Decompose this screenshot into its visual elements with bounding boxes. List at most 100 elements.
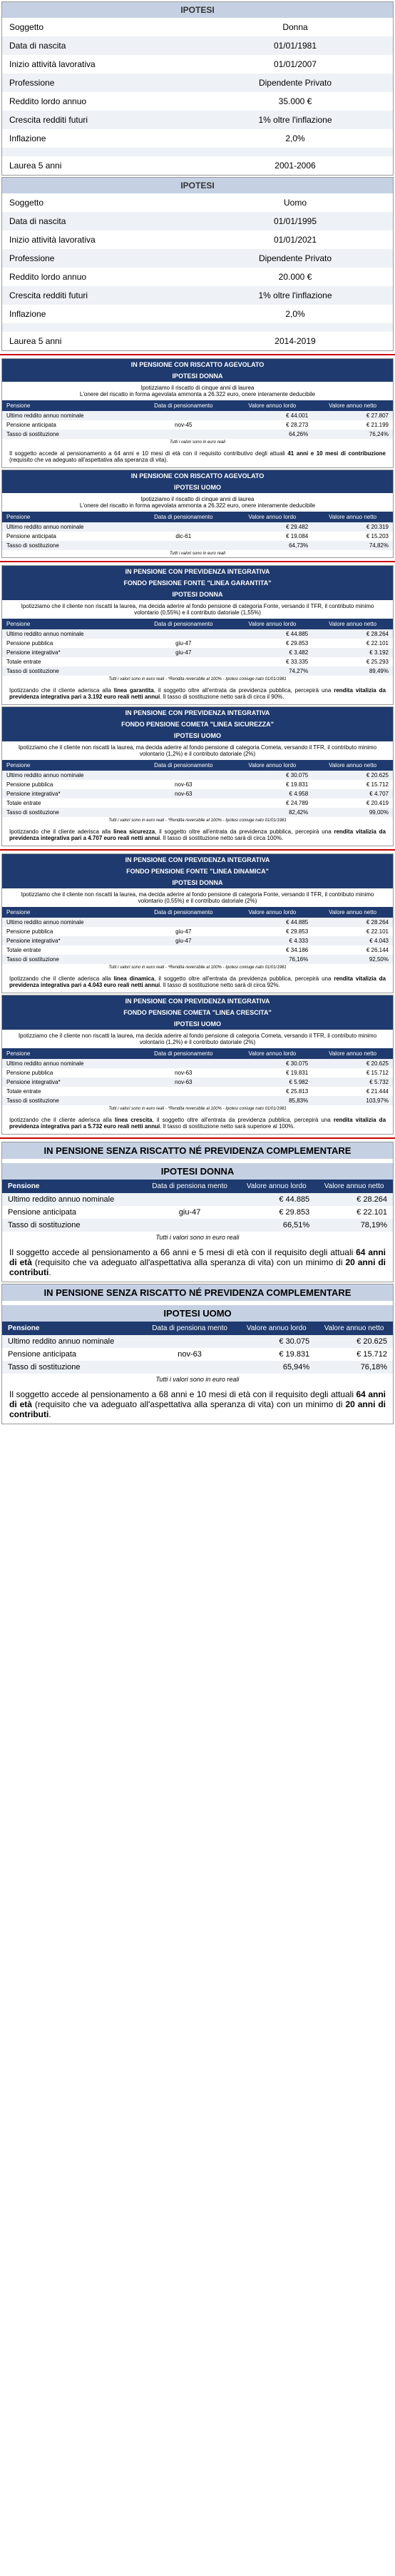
big-title: IN PENSIONE SENZA RISCATTO NÉ PREVIDENZA… bbox=[2, 1284, 393, 1301]
pension-cell: € 21.199 bbox=[312, 420, 393, 430]
big-cell bbox=[142, 1193, 238, 1206]
pension-cell: Totale entrate bbox=[2, 798, 135, 808]
pension-cell: € 3.482 bbox=[232, 648, 312, 657]
pension-cell: € 3.192 bbox=[312, 648, 393, 657]
pension-cell bbox=[135, 1096, 232, 1105]
ipotesi-value bbox=[198, 323, 393, 332]
pension-cell: € 15.712 bbox=[312, 780, 393, 789]
ipotesi-value: 01/01/2021 bbox=[198, 230, 393, 249]
ipotesi-label: Reddito lordo annuo bbox=[2, 92, 198, 111]
pension-cell bbox=[135, 808, 232, 817]
pension-cell: € 22.101 bbox=[312, 927, 393, 936]
section-title: IN PENSIONE CON RISCATTO AGEVOLATO bbox=[2, 470, 393, 482]
col-header: Data di pensionamento bbox=[135, 512, 232, 522]
pension-cell: 85,83% bbox=[232, 1096, 312, 1105]
pension-cell: 89,49% bbox=[312, 666, 393, 676]
big-col-header: Valore annuo lordo bbox=[237, 1322, 315, 1335]
pension-cell: giu-47 bbox=[135, 927, 232, 936]
col-header: Data di pensionamento bbox=[135, 907, 232, 918]
big-cell: 76,18% bbox=[315, 1361, 393, 1374]
pension-cell: Tasso di sostituzione bbox=[2, 955, 135, 964]
ipotesi-label bbox=[2, 323, 198, 332]
ipotesi-value: Dipendente Privato bbox=[198, 73, 393, 92]
big-cell: Ultimo reddito annuo nominale bbox=[2, 1335, 142, 1348]
pension-cell: Totale entrate bbox=[2, 945, 135, 955]
big-col-header: Valore annuo lordo bbox=[237, 1180, 315, 1193]
separator bbox=[0, 561, 395, 562]
pension-cell: € 26.144 bbox=[312, 945, 393, 955]
section-title: IN PENSIONE CON RISCATTO AGEVOLATO bbox=[2, 359, 393, 370]
section-subtitle: FONDO PENSIONE FONTE "LINEA DINAMICA" bbox=[2, 866, 393, 877]
ipotesi-row bbox=[2, 323, 393, 332]
ipotesi-label: Inizio attività lavorativa bbox=[2, 55, 198, 73]
section-subtitle: FONDO PENSIONE COMETA "LINEA CRESCITA" bbox=[2, 1007, 393, 1018]
section-subtitle2: IPOTESI UOMO bbox=[2, 1018, 393, 1030]
pension-cell: € 4.043 bbox=[312, 936, 393, 945]
pension-cell: € 19.831 bbox=[232, 780, 312, 789]
pension-cell: 74,82% bbox=[312, 541, 393, 550]
ipotesi-row: Laurea 5 anni2001-2006 bbox=[2, 156, 393, 175]
big-cell: 65,94% bbox=[237, 1361, 315, 1374]
pension-cell: Pensione integrativa* bbox=[2, 648, 135, 657]
pension-cell: 82,42% bbox=[232, 808, 312, 817]
pension-cell: € 28.273 bbox=[232, 420, 312, 430]
ipotesi-label: Professione bbox=[2, 249, 198, 268]
col-header: Valore annuo lordo bbox=[232, 512, 312, 522]
pension-row: Ultimo reddito annuo nominale€ 30.075€ 2… bbox=[2, 1059, 393, 1068]
pension-cell: Pensione integrativa* bbox=[2, 936, 135, 945]
pension-cell: € 28.264 bbox=[312, 918, 393, 927]
pension-section: IN PENSIONE CON RISCATTO AGEVOLATOIPOTES… bbox=[1, 470, 394, 558]
pension-cell: 76,24% bbox=[312, 430, 393, 439]
pension-cell bbox=[135, 918, 232, 927]
ipotesi-row: Inizio attività lavorativa01/01/2021 bbox=[2, 230, 393, 249]
pension-cell: Tasso di sostituzione bbox=[2, 666, 135, 676]
big-footnote: Tutti i valori sono in euro reali bbox=[2, 1374, 393, 1385]
ipotesi-value: Dipendente Privato bbox=[198, 249, 393, 268]
separator bbox=[0, 1137, 395, 1139]
pension-cell: Tasso di sostituzione bbox=[2, 541, 135, 550]
pension-cell: Ultimo reddito annuo nominale bbox=[2, 918, 135, 927]
ipotesi-value: 2,0% bbox=[198, 305, 393, 323]
pension-cell: € 19.831 bbox=[232, 1068, 312, 1077]
ipotesi-value bbox=[198, 148, 393, 156]
ipotesi-section: IPOTESISoggettoDonnaData di nascita01/01… bbox=[1, 1, 394, 176]
ipotesi-label: Soggetto bbox=[2, 193, 198, 212]
ipotesi-label: Data di nascita bbox=[2, 212, 198, 230]
pension-cell: € 34.186 bbox=[232, 945, 312, 955]
pension-cell: giu-47 bbox=[135, 936, 232, 945]
ipotesi-label: Inflazione bbox=[2, 129, 198, 148]
ipotesi-row: ProfessioneDipendente Privato bbox=[2, 73, 393, 92]
pension-cell bbox=[135, 666, 232, 676]
pension-cell bbox=[135, 657, 232, 666]
ipotesi-value: 2,0% bbox=[198, 129, 393, 148]
pension-section: IN PENSIONE CON RISCATTO AGEVOLATOIPOTES… bbox=[1, 358, 394, 468]
pension-cell: giu-47 bbox=[135, 639, 232, 648]
section-intro: Ipotizziamo il riscatto di cinque anni d… bbox=[2, 382, 393, 400]
pension-cell: € 20.419 bbox=[312, 798, 393, 808]
col-header: Valore annuo netto bbox=[312, 619, 393, 629]
pension-row: Pensione integrativa*giu-47€ 4.333€ 4.04… bbox=[2, 936, 393, 945]
pension-row: Tasso di sostituzione64,26%76,24% bbox=[2, 430, 393, 439]
big-cell: € 29.853 bbox=[237, 1206, 315, 1219]
big-cell: € 44.885 bbox=[237, 1193, 315, 1206]
col-header: Valore annuo lordo bbox=[232, 760, 312, 771]
pension-cell: Pensione integrativa* bbox=[2, 1077, 135, 1087]
section-subtitle: IPOTESI DONNA bbox=[2, 370, 393, 382]
col-header: Pensione bbox=[2, 1048, 135, 1059]
pension-row: Pensione pubblicanov-63€ 19.831€ 15.712 bbox=[2, 780, 393, 789]
pension-table: PensioneData di pensionamentoValore annu… bbox=[2, 512, 393, 550]
section-title: IN PENSIONE CON PREVIDENZA INTEGRATIVA bbox=[2, 995, 393, 1007]
ipotesi-row: SoggettoDonna bbox=[2, 18, 393, 36]
pension-row: Ultimo reddito annuo nominale€ 44.001€ 2… bbox=[2, 411, 393, 420]
pension-cell: € 44.001 bbox=[232, 411, 312, 420]
section-subtitle: FONDO PENSIONE FONTE "LINEA GARANTITA" bbox=[2, 577, 393, 589]
pension-row: Tasso di sostituzione76,16%92,50% bbox=[2, 955, 393, 964]
pension-row: Pensione anticipatanov-45€ 28.273€ 21.19… bbox=[2, 420, 393, 430]
pension-row: Pensione pubblicagiu-47€ 29.853€ 22.101 bbox=[2, 927, 393, 936]
section-intro: Ipotizziamo il riscatto di cinque anni d… bbox=[2, 493, 393, 512]
pension-cell: € 15.203 bbox=[312, 532, 393, 541]
section-subtitle2: IPOTESI DONNA bbox=[2, 589, 393, 600]
ipotesi-label: Professione bbox=[2, 73, 198, 92]
pension-row: Pensione integrativa*nov-63€ 5.982€ 5.73… bbox=[2, 1077, 393, 1087]
ipotesi-section: IPOTESISoggettoUomoData di nascita01/01/… bbox=[1, 177, 394, 351]
